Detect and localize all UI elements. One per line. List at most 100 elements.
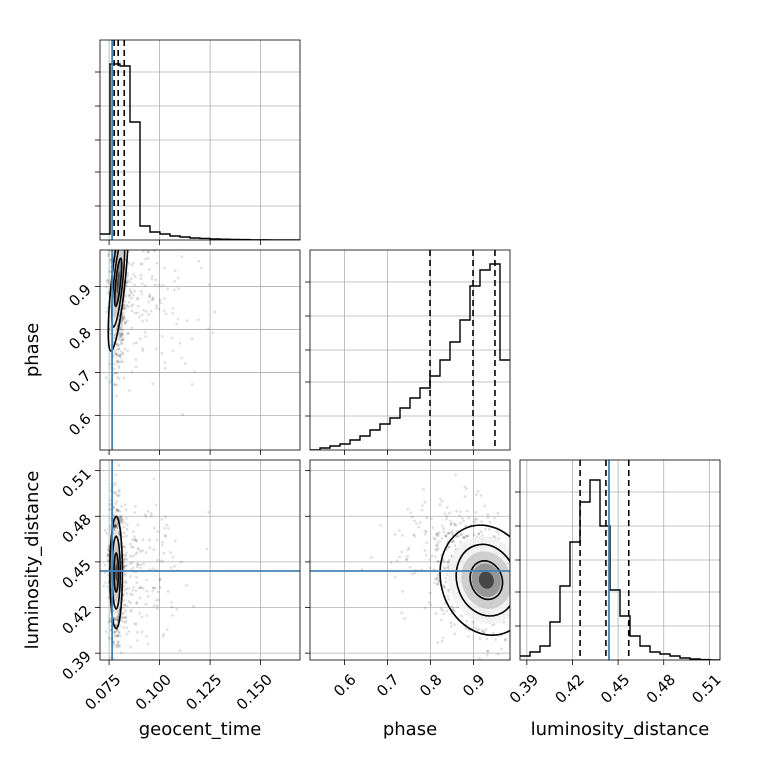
sample-point — [139, 277, 143, 280]
sample-point — [518, 623, 521, 626]
sample-point — [447, 545, 451, 549]
sample-point — [130, 309, 134, 313]
sample-point — [149, 514, 153, 518]
sample-point — [512, 575, 515, 578]
sample-point — [120, 342, 124, 346]
sample-point — [413, 534, 416, 538]
sample-point — [534, 549, 537, 552]
sample-point — [434, 544, 438, 547]
sample-point — [546, 640, 549, 643]
sample-point — [106, 547, 110, 551]
sample-point — [130, 545, 134, 549]
sample-point — [118, 624, 122, 628]
sample-point — [106, 573, 110, 577]
sample-point — [575, 612, 578, 615]
sample-point — [121, 518, 125, 522]
sample-point — [120, 326, 123, 330]
sample-point — [445, 505, 449, 509]
sample-point — [154, 598, 158, 602]
sample-point — [529, 576, 532, 579]
sample-point — [430, 517, 433, 521]
sample-point — [161, 634, 165, 638]
sample-point — [410, 515, 414, 519]
sample-point — [114, 348, 118, 352]
sample-point — [531, 616, 534, 619]
sample-point — [151, 589, 155, 593]
sample-point — [118, 333, 122, 337]
sample-point — [175, 608, 179, 611]
sample-point — [117, 377, 121, 381]
sample-point — [120, 243, 123, 246]
sample-point — [107, 596, 111, 600]
sample-point — [179, 560, 183, 564]
sample-point — [500, 647, 503, 651]
sample-point — [104, 630, 108, 634]
sample-point — [452, 623, 456, 626]
sample-point — [124, 508, 128, 512]
sample-point — [125, 563, 128, 567]
sample-point — [120, 240, 123, 243]
sample-point — [535, 582, 538, 585]
sample-point — [496, 511, 500, 515]
sample-point — [159, 586, 162, 589]
sample-point — [118, 516, 121, 519]
sample-point — [412, 533, 416, 537]
sample-point — [116, 634, 120, 638]
sample-point — [405, 557, 409, 561]
sample-point — [514, 553, 517, 556]
sample-point — [451, 540, 455, 544]
sample-point — [130, 263, 134, 267]
sample-point — [116, 247, 119, 250]
sample-point — [532, 623, 535, 626]
sample-point — [132, 261, 136, 265]
sample-point — [112, 640, 116, 644]
sample-point — [587, 607, 590, 610]
sample-point — [117, 167, 120, 170]
sample-point — [160, 543, 164, 547]
sample-point — [125, 604, 129, 608]
sample-point — [437, 579, 441, 583]
sample-point — [511, 563, 514, 566]
sample-point — [140, 282, 144, 286]
sample-point — [466, 509, 469, 513]
sample-point — [122, 535, 125, 539]
sample-point — [459, 540, 463, 544]
sample-point — [467, 635, 470, 638]
sample-point — [436, 641, 440, 644]
sample-point — [115, 670, 118, 673]
sample-point — [138, 337, 142, 341]
sample-point — [398, 529, 401, 532]
contour-line — [113, 552, 120, 593]
y-axis-label-luminosity-distance: luminosity_distance — [22, 471, 43, 650]
sample-point — [120, 219, 123, 222]
sample-point — [547, 615, 550, 618]
sample-point — [119, 221, 122, 224]
sample-point — [512, 591, 515, 594]
sample-point — [156, 590, 160, 594]
sample-point — [484, 527, 487, 531]
sample-point — [550, 603, 553, 606]
sample-point — [529, 623, 532, 626]
sample-point — [111, 244, 114, 247]
sample-point — [522, 603, 525, 606]
sample-point — [526, 586, 529, 589]
sample-point — [154, 306, 158, 310]
sample-point — [107, 250, 110, 252]
sample-point — [117, 246, 120, 249]
sample-point — [147, 300, 151, 304]
sample-point — [171, 555, 175, 559]
sample-point — [119, 333, 123, 337]
sample-point — [131, 554, 135, 558]
sample-point — [146, 595, 150, 598]
sample-point — [523, 555, 526, 558]
sample-point — [165, 523, 169, 527]
sample-point — [122, 227, 125, 230]
sample-point — [140, 630, 144, 634]
sample-point — [425, 530, 428, 534]
sample-point — [535, 621, 538, 624]
sample-point — [173, 539, 177, 543]
sample-point — [475, 517, 479, 521]
sample-point — [106, 291, 110, 295]
sample-point — [516, 553, 519, 556]
sample-point — [547, 564, 550, 567]
